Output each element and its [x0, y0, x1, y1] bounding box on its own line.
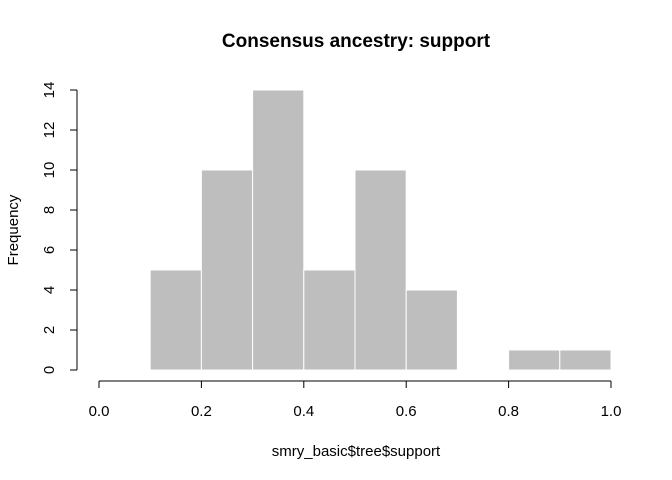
histogram-bar-1: [200, 169, 254, 371]
histogram-bar-2: [252, 89, 305, 371]
histogram-bar-0: [149, 269, 202, 371]
x-tick-label: 0.2: [191, 403, 212, 420]
y-tick-label: 2: [41, 326, 58, 334]
y-tick-label: 12: [41, 122, 58, 139]
histogram-bar-8: [559, 349, 612, 371]
histogram-bar-7: [508, 349, 561, 371]
histogram-bar-3: [303, 269, 356, 371]
x-tick-label: 0.0: [89, 403, 110, 420]
x-axis-label: smry_basic$tree$support: [272, 443, 441, 460]
y-tick-label: 4: [41, 286, 58, 294]
x-tick-label: 0.6: [396, 403, 417, 420]
histogram-bar-4: [354, 169, 407, 371]
y-tick-label: 10: [41, 162, 58, 179]
bars-group: [149, 89, 612, 371]
y-tick-label: 0: [41, 366, 58, 374]
y-axis-label: Frequency: [5, 194, 22, 265]
x-tick-label: 0.4: [293, 403, 314, 420]
y-tick-label: 14: [41, 82, 58, 99]
x-tick-label: 0.8: [498, 403, 519, 420]
x-axis: 0.0 0.2 0.4 0.6 0.8 1.0: [89, 380, 622, 420]
chart-title: Consensus ancestry: support: [222, 31, 491, 52]
histogram-bar-5: [405, 289, 458, 371]
x-tick-label: 1.0: [601, 403, 622, 420]
y-axis: 0 2 4 6 8 10 12 14: [41, 82, 78, 374]
y-tick-label: 6: [41, 246, 58, 254]
y-tick-label: 8: [41, 206, 58, 214]
